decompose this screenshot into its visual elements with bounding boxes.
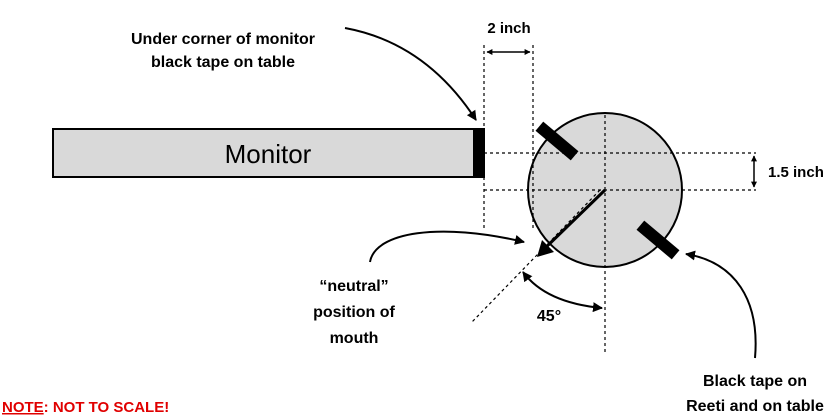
neutral-mouth-line <box>538 188 607 255</box>
tape-arrow <box>685 250 757 359</box>
reeti-tape-lower <box>636 220 680 260</box>
angle-arc-arrow <box>522 271 603 313</box>
under-corner-label-line1: Under corner of monitor <box>131 31 315 48</box>
under-corner-arrow <box>344 27 477 121</box>
tape-label-line1: Black tape on <box>703 373 807 390</box>
note-label: NOTE: NOT TO SCALE! <box>2 399 169 416</box>
tape-label-line2: Reeti and on table <box>686 398 824 415</box>
neutral-label-line3: mouth <box>330 330 379 347</box>
neutral-mouth-arrowhead <box>537 240 554 257</box>
diagonal-ref-line <box>471 189 601 323</box>
monitor-bar <box>52 128 485 178</box>
monitor-corner-tape <box>473 129 484 177</box>
reeti-tape-upper <box>535 121 579 161</box>
note-suffix: : NOT TO SCALE! <box>44 399 170 416</box>
note-prefix: NOTE <box>2 399 44 416</box>
monitor-label: Monitor <box>225 139 312 169</box>
under-corner-label-line2: black tape on table <box>151 54 295 71</box>
reference-lines <box>471 45 756 352</box>
neutral-arrow <box>369 230 525 263</box>
neutral-label-line1: “neutral” <box>319 278 388 295</box>
one-point-five-label: 1.5 inch <box>768 164 824 181</box>
neutral-label-line2: position of <box>313 304 395 321</box>
two-inch-label: 2 inch <box>487 20 530 37</box>
angle-label: 45° <box>537 308 561 325</box>
